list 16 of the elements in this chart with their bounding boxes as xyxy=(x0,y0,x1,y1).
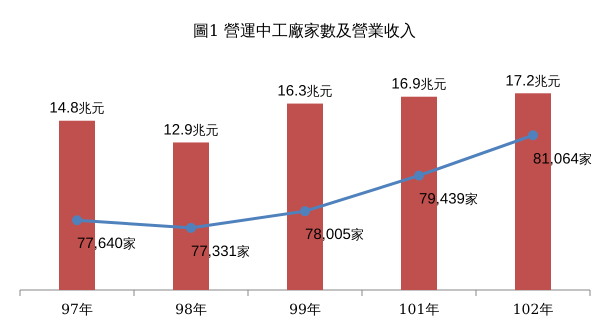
x-tick-label: 101年 xyxy=(398,302,440,318)
data-label: 14.8兆元 xyxy=(49,100,105,117)
point xyxy=(528,130,538,140)
point xyxy=(72,215,82,226)
chart-title: 圖1 營運中工廠家數及營業收入 xyxy=(192,21,416,40)
data-label: 12.9兆元 xyxy=(163,121,219,138)
x-tick-label: 99年 xyxy=(289,302,321,318)
x-tick-label: 102年 xyxy=(512,302,554,318)
data-label: 16.3兆元 xyxy=(277,82,333,100)
x-tick-label: 98年 xyxy=(175,302,207,318)
data-label: 17.2兆元 xyxy=(505,72,561,90)
x-tick-label: 97年 xyxy=(61,302,93,318)
point xyxy=(414,170,424,181)
point xyxy=(300,206,310,216)
point xyxy=(186,222,196,233)
data-label: 16.9兆元 xyxy=(391,76,447,93)
